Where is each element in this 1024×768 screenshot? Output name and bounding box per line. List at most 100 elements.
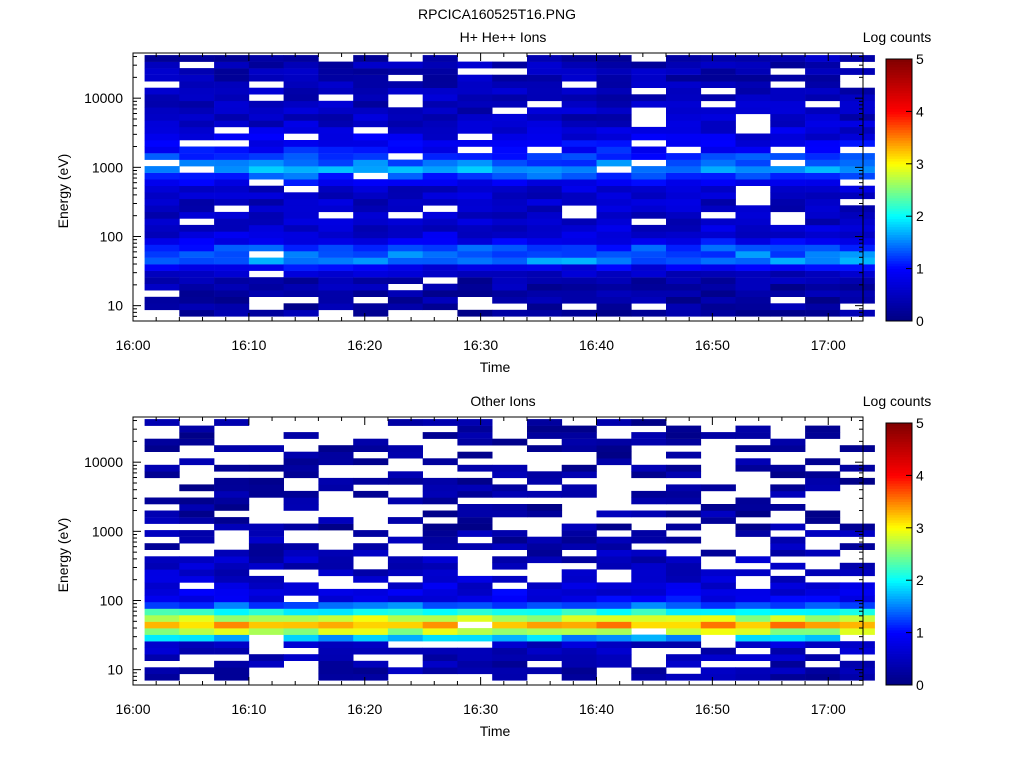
heatmap-cell	[144, 192, 180, 200]
heatmap-cell	[735, 277, 771, 284]
heatmap-cell	[422, 497, 458, 505]
colorbar-swatch	[886, 197, 912, 201]
colorbar-swatch	[886, 514, 912, 518]
heatmap-cell	[457, 510, 493, 518]
heatmap-cell	[839, 477, 875, 485]
colorbar-swatch	[886, 224, 912, 228]
colorbar-swatch	[886, 64, 912, 68]
colorbar-swatch	[886, 119, 912, 123]
heatmap-cell	[527, 107, 563, 115]
heatmap-cell	[248, 608, 284, 616]
heatmap-cell	[457, 100, 493, 108]
heatmap-cell	[214, 166, 250, 173]
heatmap-cell	[422, 419, 458, 426]
heatmap-cell	[735, 667, 771, 675]
heatmap-cell	[839, 660, 875, 668]
heatmap-cell	[805, 654, 841, 661]
heatmap-cell	[631, 153, 667, 160]
heatmap-cell	[214, 107, 250, 115]
heatmap-cell	[422, 621, 458, 629]
colorbar-swatch	[886, 467, 912, 471]
heatmap-cell	[596, 303, 632, 311]
heatmap-cell	[353, 81, 389, 88]
colorbar-swatch	[886, 425, 912, 429]
heatmap-cell	[492, 296, 528, 304]
heatmap-cell	[387, 517, 423, 524]
heatmap-cell	[770, 172, 806, 180]
colorbar-swatch	[886, 279, 912, 283]
heatmap-cell	[457, 667, 493, 675]
colorbar-swatch	[886, 176, 912, 180]
heatmap-cell	[805, 510, 841, 518]
heatmap-cell	[666, 140, 702, 147]
colorbar-tick-label: 0	[916, 313, 924, 329]
colorbar-swatch	[886, 530, 912, 534]
heatmap-cell	[735, 172, 771, 180]
heatmap-cell	[457, 309, 493, 317]
heatmap-cell	[318, 595, 354, 603]
heatmap-cell	[770, 303, 806, 311]
heatmap-cell	[666, 159, 702, 167]
heatmap-cell	[735, 530, 771, 537]
colorbar-swatch	[886, 614, 912, 618]
heatmap-cell	[318, 270, 354, 278]
heatmap-cell	[387, 602, 423, 609]
colorbar-swatch	[886, 485, 912, 489]
heatmap-cell	[631, 251, 667, 258]
heatmap-cell	[770, 608, 806, 616]
heatmap-cell	[179, 432, 215, 439]
heatmap-cell	[179, 277, 215, 284]
heatmap-cell	[353, 303, 389, 311]
heatmap-cell	[666, 283, 702, 291]
heatmap-cell	[666, 556, 702, 564]
heatmap-cell	[492, 100, 528, 108]
heatmap-cell	[318, 615, 354, 622]
heatmap-cell	[527, 543, 563, 550]
heatmap-cell	[527, 198, 563, 206]
heatmap-cell	[770, 133, 806, 141]
heatmap-cell	[666, 61, 702, 69]
heatmap-cell	[214, 55, 250, 62]
heatmap-cell	[596, 211, 632, 219]
heatmap-cell	[805, 185, 841, 193]
x-tick-label: 16:00	[115, 337, 150, 353]
colorbar-swatch	[886, 627, 912, 631]
heatmap-cell	[283, 81, 319, 88]
heatmap-cell	[144, 283, 180, 291]
heatmap-cell	[596, 419, 632, 426]
heatmap-cell	[214, 296, 250, 304]
heatmap-cell	[283, 490, 319, 498]
heatmap-cell	[666, 575, 702, 583]
heatmap-cell	[248, 238, 284, 245]
heatmap-cell	[353, 224, 389, 232]
colorbar-swatch	[886, 543, 912, 547]
colorbar-tick-label: 3	[916, 156, 924, 172]
heatmap-cell	[387, 61, 423, 69]
heatmap-cell	[839, 244, 875, 252]
heatmap-cell	[422, 133, 458, 141]
heatmap-cell	[839, 530, 875, 537]
heatmap-cell	[283, 641, 319, 648]
heatmap-cell	[179, 264, 215, 271]
heatmap-cell	[735, 602, 771, 609]
heatmap-cell	[318, 257, 354, 265]
heatmap-cell	[839, 55, 875, 62]
heatmap-cell	[666, 654, 702, 661]
heatmap-cell	[144, 244, 180, 252]
heatmap-cell	[770, 166, 806, 173]
heatmap-cell	[283, 303, 319, 311]
heatmap-cell	[387, 107, 423, 115]
heatmap-cell	[527, 153, 563, 160]
heatmap-cell	[770, 575, 806, 583]
heatmap-cell	[318, 458, 354, 466]
heatmap-cell	[770, 120, 806, 128]
heatmap-cell	[596, 244, 632, 252]
heatmap-cell	[700, 192, 736, 200]
heatmap-cell	[179, 497, 215, 505]
heatmap-cell	[353, 634, 389, 642]
heatmap-cell	[457, 94, 493, 102]
colorbar-swatch	[886, 132, 912, 136]
colorbar-swatch	[886, 98, 912, 102]
colorbar-swatch	[886, 598, 912, 602]
heatmap-cell	[770, 224, 806, 232]
